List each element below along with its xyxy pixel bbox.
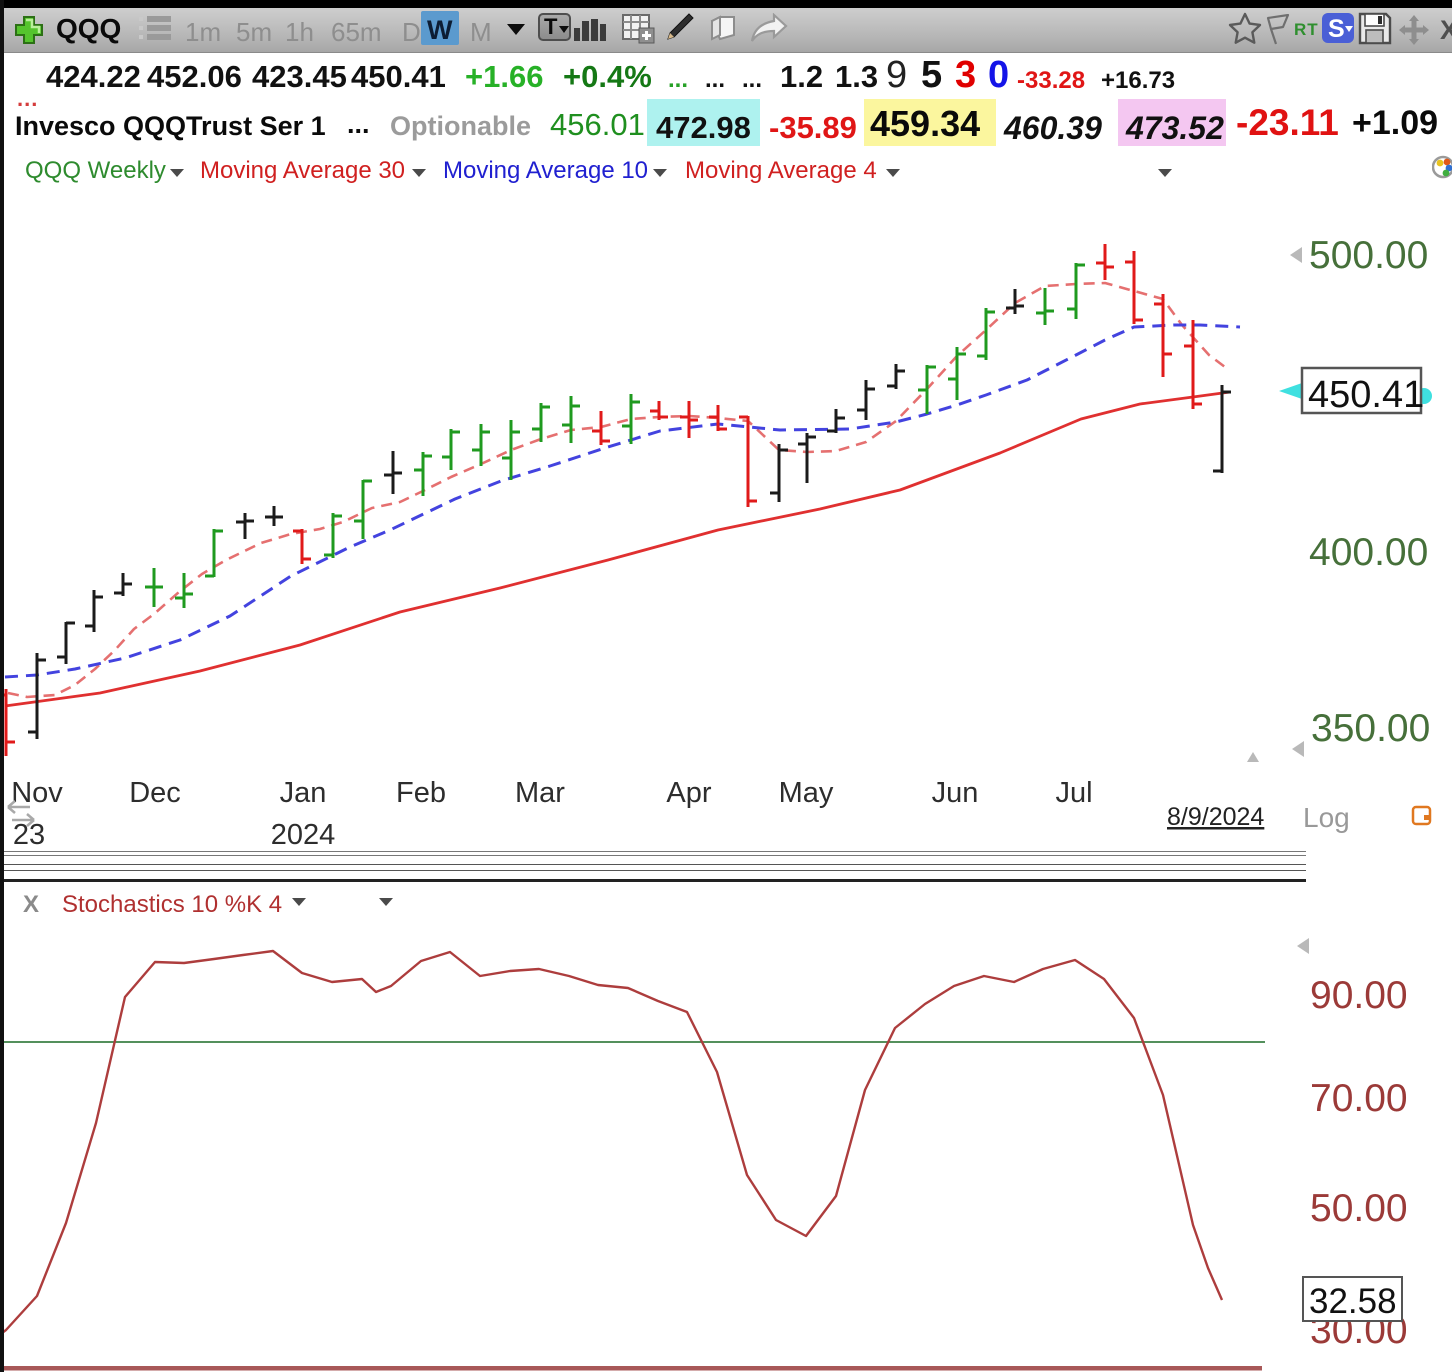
svg-text:Mar: Mar (515, 777, 565, 809)
svg-text:70.00: 70.00 (1310, 1077, 1408, 1120)
svg-text:350.00: 350.00 (1311, 707, 1430, 750)
svg-text:Feb: Feb (396, 777, 446, 809)
svg-text:Nov: Nov (11, 777, 63, 809)
svg-text:Apr: Apr (666, 777, 711, 809)
svg-text:Jun: Jun (932, 777, 979, 809)
svg-text:500.00: 500.00 (1309, 234, 1428, 277)
svg-text:Dec: Dec (129, 777, 181, 809)
svg-text:32.58: 32.58 (1309, 1282, 1397, 1321)
svg-text:90.00: 90.00 (1310, 974, 1408, 1017)
svg-text:Jul: Jul (1055, 777, 1092, 809)
svg-text:50.00: 50.00 (1310, 1187, 1408, 1230)
svg-text:2024: 2024 (271, 819, 336, 851)
svg-text:Log: Log (1303, 802, 1350, 833)
svg-text:May: May (779, 777, 834, 809)
svg-text:450.41: 450.41 (1308, 374, 1424, 416)
svg-text:400.00: 400.00 (1309, 531, 1428, 574)
svg-text:8/9/2024: 8/9/2024 (1167, 803, 1264, 831)
svg-text:Jan: Jan (280, 777, 327, 809)
